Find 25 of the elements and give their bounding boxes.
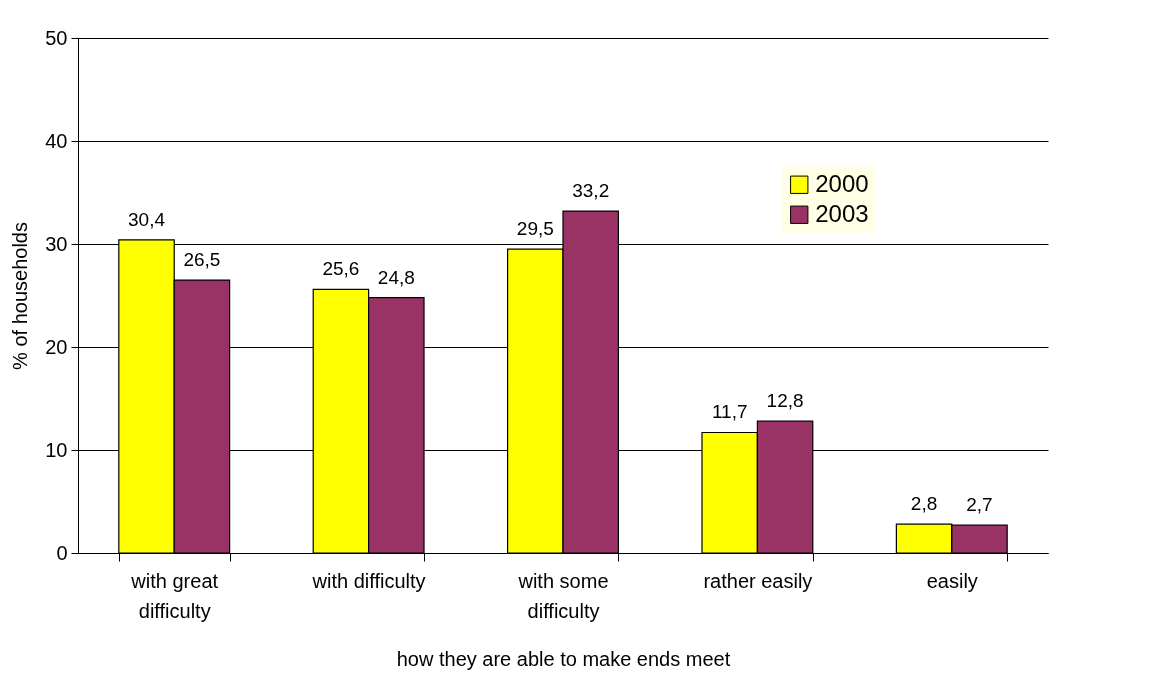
y-tick-label: 0 (56, 541, 68, 564)
x-tick-label: with difficulty (311, 569, 426, 592)
y-tick-label: 40 (45, 129, 68, 152)
data-label: 2,8 (910, 493, 938, 515)
y-axis-title: % of households (9, 222, 32, 370)
data-label: 2,7 (966, 494, 993, 516)
y-tick-label: 10 (45, 438, 68, 461)
x-tick-label: rather easily (703, 569, 813, 592)
data-label: 33,2 (572, 180, 610, 202)
data-label: 26,5 (183, 249, 221, 271)
y-tick-label: 20 (45, 335, 68, 358)
x-tick-label: easily (926, 569, 978, 592)
x-axis-title: how they are able to make ends meet (396, 647, 731, 670)
data-label: 29,5 (516, 218, 554, 240)
data-label: 25,6 (322, 258, 360, 280)
data-label: 11,7 (711, 401, 748, 423)
y-tick-label: 30 (45, 232, 68, 255)
data-label: 24,8 (377, 266, 415, 288)
data-label: 12,8 (766, 390, 804, 412)
y-tick-label: 50 (45, 26, 68, 49)
x-tick-label: with great difficulty (130, 569, 219, 622)
data-label: 30,4 (128, 208, 166, 230)
legend-label: 2000 (815, 169, 869, 197)
x-tick-label: with some difficulty (517, 569, 609, 622)
legend-label: 2003 (815, 199, 869, 227)
